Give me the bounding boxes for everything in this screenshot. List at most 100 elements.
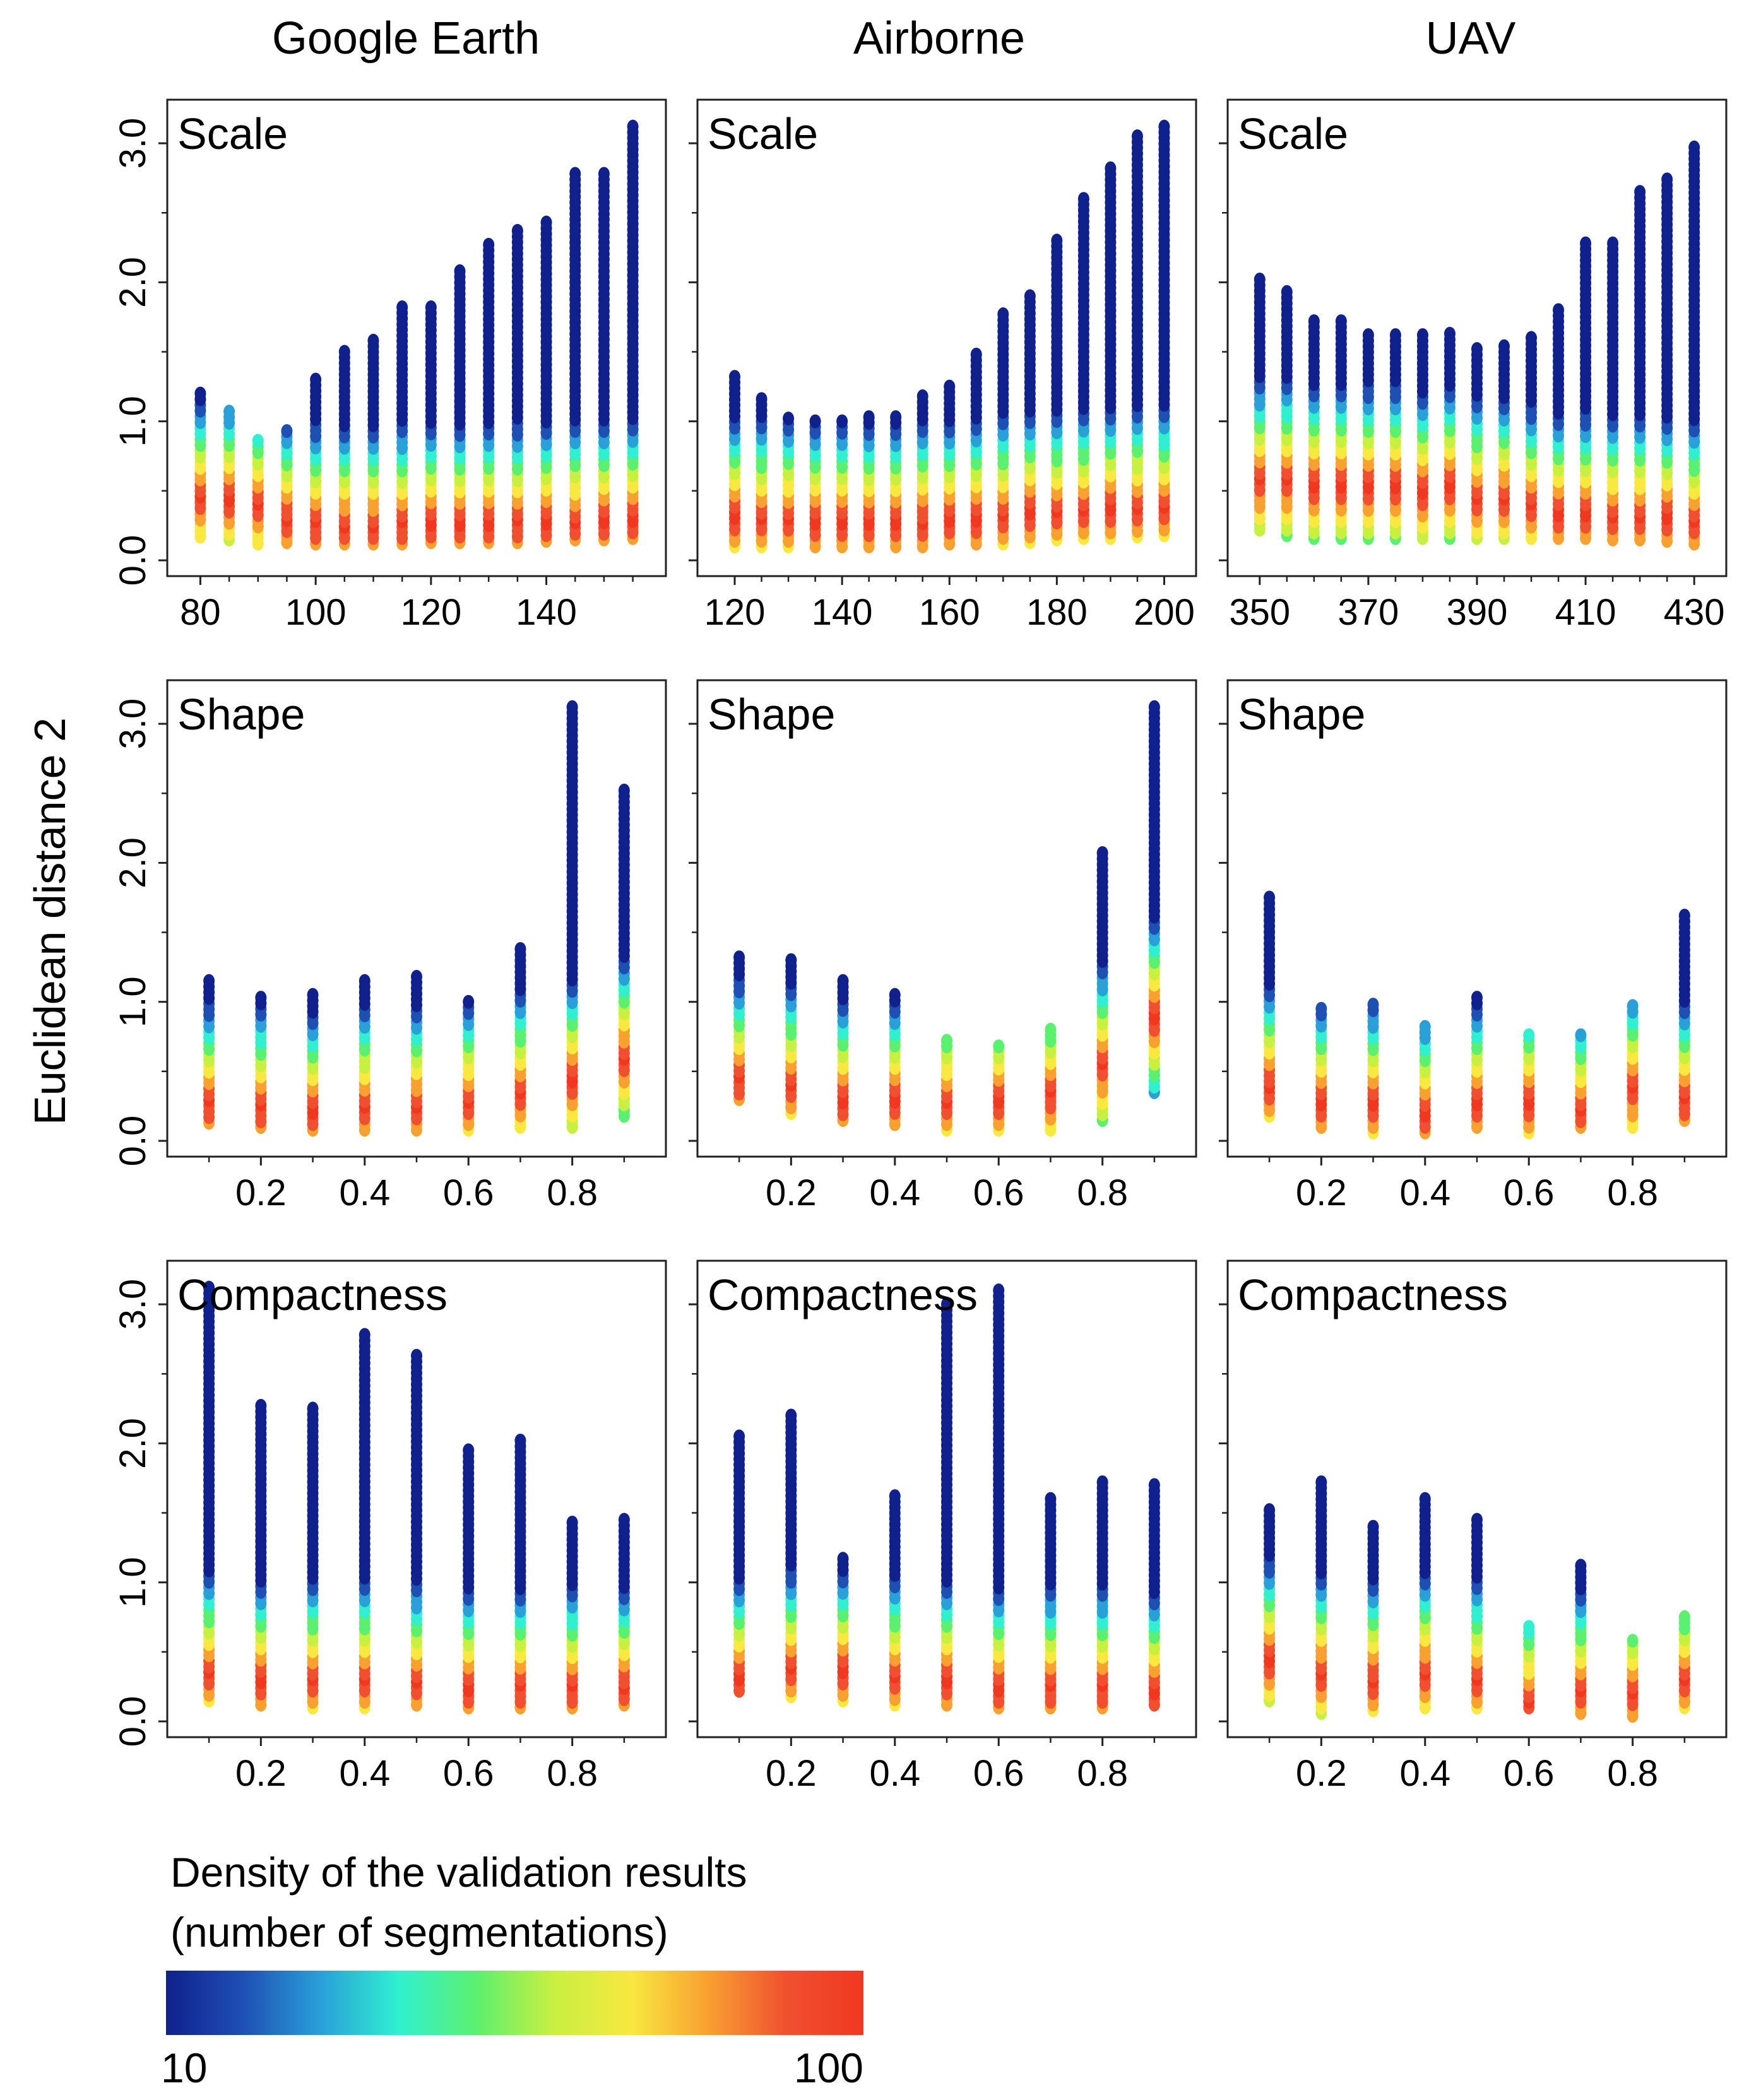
density-colorbar [166,1971,863,2035]
data-point [993,1283,1005,1298]
data-point [367,333,379,348]
data-point [425,300,437,315]
x-tick-label: 200 [1134,592,1195,633]
data-point [1045,1492,1057,1506]
x-tick-label: 0.8 [1077,1172,1128,1213]
x-tick-label: 0.2 [1296,1172,1347,1213]
x-tick-label: 180 [1026,592,1088,633]
data-point [733,1429,745,1444]
data-point [889,1489,901,1504]
data-point [255,991,267,1005]
x-tick-label: 370 [1338,592,1399,633]
panel-compactness-google-earth: 0.0 1.0 2.0 3.0 0.2 0.4 0.6 0.8 Compactness [112,1259,667,1794]
data-point [1367,998,1379,1012]
y-tick-label: 2.0 [112,1418,153,1469]
data-point [809,414,821,428]
data-point [729,370,741,384]
panel-label: Scale [177,109,288,158]
data-point [310,372,322,387]
data-point [970,347,982,362]
x-tick-label: 0.2 [1296,1753,1347,1794]
data-point [1523,1028,1535,1042]
panel-label: Shape [1238,690,1365,739]
x-tick-label: 140 [812,592,873,633]
points [1254,140,1700,551]
panel-frame [696,98,1197,577]
y-tick-label: 0.0 [112,535,153,586]
points [1264,1475,1690,1723]
data-point [1158,119,1170,134]
panel-label: Scale [708,109,818,158]
data-point [1367,1519,1379,1534]
data-point [1678,909,1690,923]
x-tick-label: 0.6 [1503,1172,1555,1213]
data-point [1444,326,1456,341]
legend-max-label: 100 [794,2044,863,2091]
column-title-uav: UAV [1426,13,1516,64]
x-tick-label: 0.8 [547,1753,598,1794]
x-tick-label: 0.4 [1399,1172,1450,1213]
x-tick-label: 0.6 [443,1172,494,1213]
data-point [514,941,526,956]
data-point [1678,1610,1690,1624]
data-point [1526,331,1538,345]
data-point [511,223,523,238]
data-point [1264,1503,1276,1518]
data-point [281,424,293,439]
data-point [756,392,768,406]
x-tick-label: 0.6 [973,1753,1024,1794]
x-tick-label: 0.2 [235,1172,287,1213]
column-title-airborne: Airborne [853,13,1025,64]
data-point [566,1515,578,1530]
data-point [783,411,795,426]
x-tick-label: 140 [516,592,577,633]
x-tick-label: 0.6 [973,1172,1024,1213]
panel-label: Scale [1238,109,1348,158]
data-point [411,970,422,984]
x-tick-label: 0.2 [235,1753,287,1794]
data-point [1148,1478,1160,1492]
data-point [1096,1475,1108,1490]
data-point [463,994,475,1009]
panel-scale-google-earth: 0.0 1.0 2.0 3.0 80 100 120 140 Scale [112,98,667,633]
x-tick-label: 0.8 [1607,1753,1658,1794]
data-point [1575,1559,1587,1573]
panel-shape-google-earth: 0.0 1.0 2.0 3.0 0.2 0.4 0.6 0.8 Shape [112,679,667,1213]
panel-shape-uav: 0.2 0.4 0.6 0.8 Shape [1219,679,1728,1213]
x-tick-label: 0.6 [443,1753,494,1794]
points [194,119,639,551]
x-tick-label: 0.4 [869,1753,920,1794]
data-point [785,953,797,967]
data-point [1607,236,1619,251]
data-point [203,1280,215,1295]
data-point [1471,1513,1483,1527]
panel-grid: 0.0 1.0 2.0 3.0 80 100 120 140 Scale 120 140 160 180… [112,98,1728,1794]
data-point [514,1433,526,1448]
data-point [1389,328,1401,343]
y-tick-label: 3.0 [112,699,153,750]
x-tick-label: 0.2 [766,1753,817,1794]
data-point [1553,303,1565,317]
legend-title: Density of the validation results [170,1849,747,1896]
x-tick-label: 0.8 [1607,1172,1658,1213]
data-point [785,1408,797,1423]
data-point [1315,1475,1327,1490]
data-point [1627,999,1639,1013]
data-point [598,167,610,181]
data-point [483,237,495,252]
data-point [1416,328,1428,343]
panel-scale-airborne: 120 140 160 180 200 Scale [689,98,1197,633]
data-point [916,389,928,404]
x-tick-label: 410 [1555,592,1616,633]
x-tick-label: 80 [180,592,221,633]
y-axis-label: Euclidean distance 2 [25,717,74,1125]
panel-compactness-uav: 0.2 0.4 0.6 0.8 Compactness [1219,1259,1728,1794]
y-tick-label: 2.0 [112,837,153,888]
data-point [1634,185,1646,199]
points [729,119,1170,553]
data-point [1419,1492,1431,1506]
panel-label: Shape [708,690,835,739]
density-legend: Density of the validation results (numbe… [161,1849,863,2091]
y-tick-label: 2.0 [112,257,153,308]
